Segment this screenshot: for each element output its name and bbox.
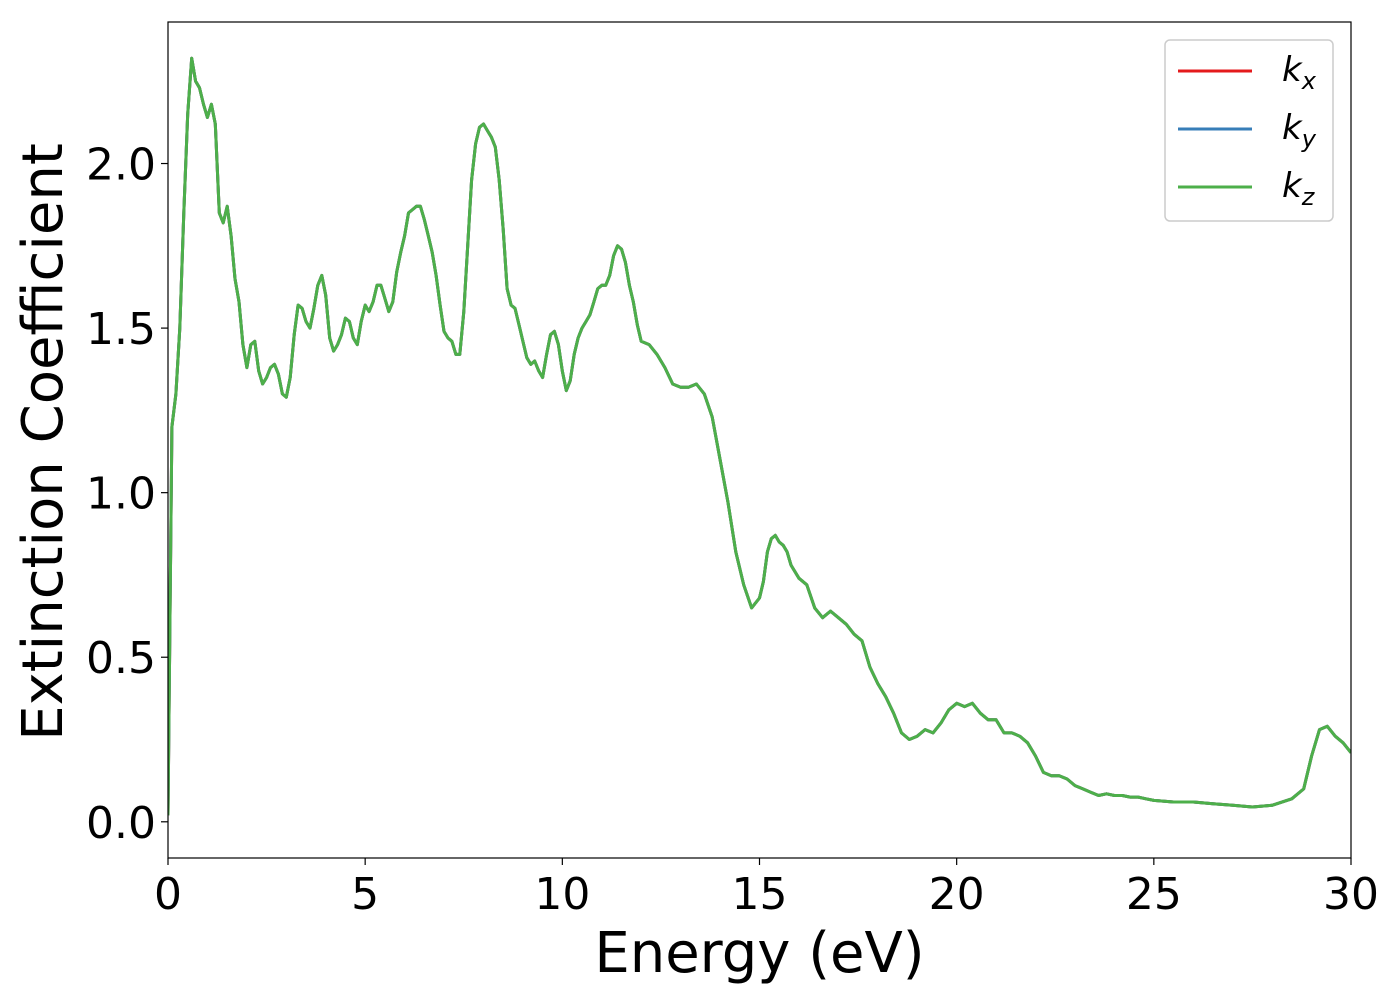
y-tick-label: 0.0 — [86, 798, 156, 849]
legend-label-base: k — [1282, 166, 1303, 206]
y-tick-label: 1.0 — [86, 469, 156, 520]
legend-label-ky: ky — [1282, 108, 1317, 153]
x-tick-label: 10 — [534, 869, 590, 920]
series-layer — [168, 56, 1351, 816]
legend-label-base: k — [1282, 108, 1303, 148]
y-tick-label: 0.5 — [86, 633, 156, 684]
x-tick-label: 0 — [154, 869, 182, 920]
legend-label-subscript: y — [1301, 125, 1317, 153]
legend-label-subscript: x — [1301, 67, 1317, 95]
x-axis-title: Energy (eV) — [594, 921, 924, 986]
series-line-kz — [168, 56, 1351, 816]
legend-label-kx: kx — [1282, 50, 1317, 95]
y-axis-title: Extinction Coefficient — [11, 143, 76, 741]
x-tick-label: 30 — [1323, 869, 1379, 920]
legend-label-subscript: z — [1301, 183, 1316, 211]
x-tick-label: 5 — [351, 869, 379, 920]
x-tick-label: 15 — [732, 869, 788, 920]
y-tick-label: 1.5 — [86, 304, 156, 355]
y-axis-ticks: 0.0 0.5 1.0 1.5 2.0 — [86, 140, 168, 849]
legend-label-base: k — [1282, 50, 1303, 90]
x-axis-ticks: 0 5 10 15 20 25 30 — [154, 858, 1379, 920]
x-tick-label: 20 — [929, 869, 985, 920]
y-tick-label: 2.0 — [86, 140, 156, 191]
x-tick-label: 25 — [1126, 869, 1182, 920]
legend-label-kz: kz — [1282, 166, 1316, 211]
